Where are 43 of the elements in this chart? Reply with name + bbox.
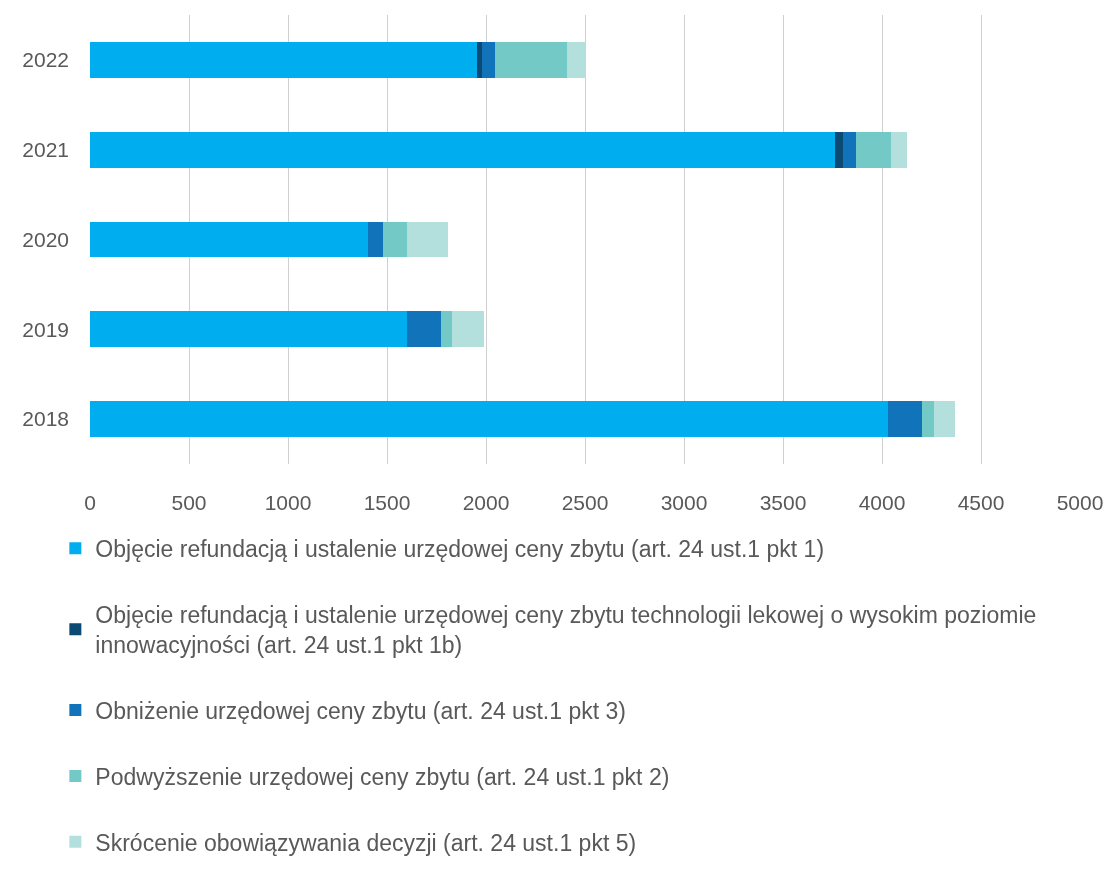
x-tick-label: 500 [171, 491, 207, 514]
bar [367, 221, 384, 258]
bar [407, 311, 442, 348]
bar [452, 311, 485, 348]
legend-label: Obniżenie urzędowej ceny zbytu (art. 24 ust.1 pkt 3) [95, 697, 626, 724]
bar [843, 131, 857, 168]
x-tick-label: 1500 [363, 491, 411, 514]
y-tick-label: 2022 [22, 48, 69, 72]
x-tick-label: 2500 [561, 491, 609, 514]
bar [482, 41, 496, 78]
y-tick-label: 2021 [22, 138, 69, 162]
bar [567, 41, 587, 78]
legend-label: Podwyższenie urzędowej ceny zbytu (art. 24 ust.1 pkt 2) [95, 763, 670, 790]
bar [477, 41, 483, 78]
x-tick-label: 4500 [957, 491, 1005, 514]
bar [407, 221, 448, 258]
x-tick-label: 5000 [1056, 491, 1104, 514]
x-tick-label: 4000 [858, 491, 906, 514]
y-tick-label: 2018 [22, 407, 69, 431]
x-tick-label: 3500 [759, 491, 807, 514]
legend-label: Objęcie refundacją i ustalenie urzędowej ceny zbytu (art. 24 ust.1 pkt 1) [95, 536, 825, 563]
bar [90, 311, 408, 348]
bar [933, 401, 955, 438]
legend-label: Objęcie refundacją i ustalenie urzędowej ceny zbytu technologii lekowej o wysokim poziomie innowacyjności (art. 24 ust.1 pkt 1b) [95, 602, 1037, 659]
bar [90, 131, 836, 168]
x-tick-label: 3000 [660, 491, 708, 514]
bar [90, 401, 889, 438]
x-tick-label: 2000 [462, 491, 510, 514]
y-tick-label: 2019 [22, 317, 69, 341]
bar [856, 131, 891, 168]
bar [835, 131, 844, 168]
x-tick-label: 0 [84, 491, 96, 514]
bar [888, 401, 923, 438]
bar [922, 401, 934, 438]
bar [383, 221, 408, 258]
bar [441, 311, 453, 348]
bar [90, 221, 368, 258]
x-tick-label: 1000 [264, 491, 312, 514]
bar [90, 41, 478, 78]
bar [495, 41, 568, 78]
y-tick-label: 2020 [22, 227, 69, 251]
legend-label: Skrócenie obowiązywania decyzji (art. 24 ust.1 pkt 5) [95, 829, 637, 856]
bar [890, 131, 908, 168]
